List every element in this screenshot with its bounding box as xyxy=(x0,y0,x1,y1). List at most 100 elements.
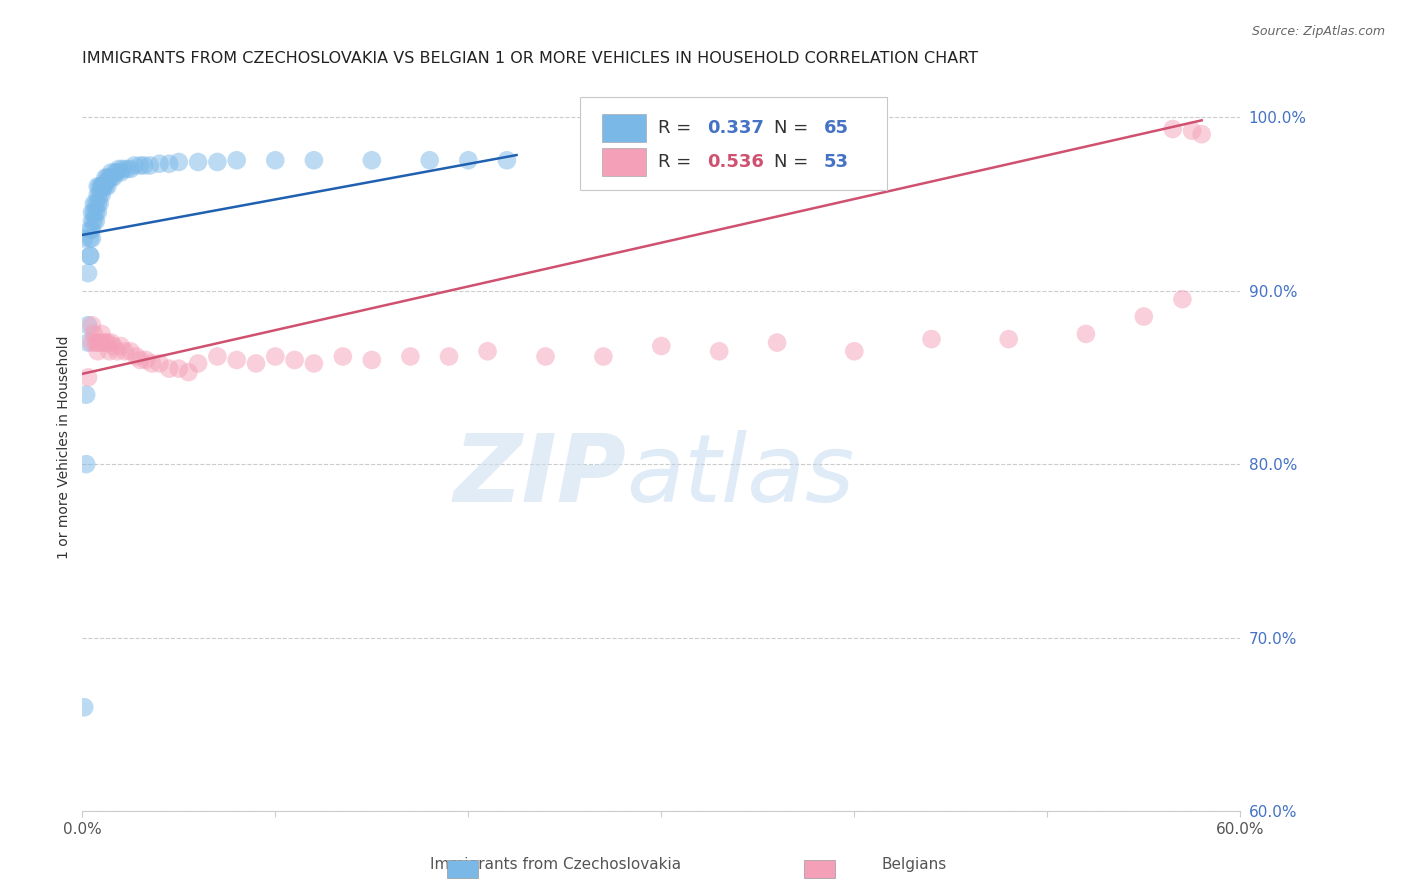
Point xyxy=(101,339,124,353)
Point xyxy=(93,179,115,194)
Point xyxy=(104,165,127,179)
Point xyxy=(87,179,110,194)
Point xyxy=(100,335,122,350)
Text: 0.337: 0.337 xyxy=(707,119,765,137)
FancyBboxPatch shape xyxy=(602,148,647,177)
Text: Immigrants from Czechoslovakia: Immigrants from Czechoslovakia xyxy=(430,857,681,872)
Text: atlas: atlas xyxy=(627,431,855,522)
Point xyxy=(98,170,121,185)
Point xyxy=(132,159,155,173)
Point xyxy=(225,353,247,368)
Point xyxy=(93,179,115,194)
Point xyxy=(87,188,110,202)
Y-axis label: 1 or more Vehicles in Household: 1 or more Vehicles in Household xyxy=(58,335,72,558)
Point xyxy=(73,231,96,245)
Point xyxy=(120,161,142,176)
Point xyxy=(84,196,107,211)
Point xyxy=(80,318,103,333)
Point xyxy=(125,350,148,364)
Point xyxy=(245,356,267,370)
Point xyxy=(94,179,117,194)
Point xyxy=(87,335,110,350)
Point xyxy=(77,370,100,384)
Point xyxy=(84,205,107,219)
Point xyxy=(100,170,122,185)
Point xyxy=(89,335,111,350)
Point xyxy=(83,205,105,219)
Point xyxy=(87,205,110,219)
Point xyxy=(83,196,105,211)
Point xyxy=(360,353,382,368)
Point xyxy=(419,153,441,168)
Point xyxy=(77,335,100,350)
Point xyxy=(477,344,499,359)
Point xyxy=(207,350,229,364)
Point xyxy=(89,179,111,194)
Point xyxy=(98,344,121,359)
Point xyxy=(360,153,382,168)
Point xyxy=(114,344,136,359)
Text: Source: ZipAtlas.com: Source: ZipAtlas.com xyxy=(1251,25,1385,38)
Point xyxy=(650,339,672,353)
Point xyxy=(1074,326,1097,341)
Point xyxy=(399,350,422,364)
Point xyxy=(89,188,111,202)
Point xyxy=(80,223,103,237)
Point xyxy=(87,344,110,359)
Point xyxy=(94,170,117,185)
Point xyxy=(105,344,128,359)
Point xyxy=(90,188,112,202)
Point xyxy=(80,205,103,219)
Text: 65: 65 xyxy=(824,119,848,137)
Point xyxy=(187,155,209,169)
FancyBboxPatch shape xyxy=(602,114,647,142)
Point xyxy=(177,365,200,379)
Point xyxy=(87,196,110,211)
Point xyxy=(79,249,101,263)
Point xyxy=(332,350,354,364)
Point xyxy=(89,196,111,211)
Point xyxy=(90,326,112,341)
Point xyxy=(1171,292,1194,306)
Point xyxy=(80,214,103,228)
Point xyxy=(167,155,190,169)
Point xyxy=(997,332,1019,346)
Point xyxy=(111,161,134,176)
Point xyxy=(1191,127,1213,141)
Point xyxy=(75,387,97,401)
Point xyxy=(844,344,866,359)
Point xyxy=(496,153,519,168)
Point xyxy=(148,356,170,370)
Point xyxy=(100,165,122,179)
Text: 0.536: 0.536 xyxy=(707,153,765,171)
Point xyxy=(264,153,287,168)
Point xyxy=(94,176,117,190)
Point xyxy=(167,361,190,376)
Point xyxy=(94,335,117,350)
Point xyxy=(592,350,614,364)
Text: N =: N = xyxy=(773,153,814,171)
Point xyxy=(110,165,132,179)
Point xyxy=(124,159,146,173)
Point xyxy=(77,318,100,333)
Point xyxy=(225,153,247,168)
Point xyxy=(302,153,325,168)
Point xyxy=(105,165,128,179)
Point xyxy=(90,179,112,194)
Point xyxy=(110,339,132,353)
Point xyxy=(101,170,124,185)
Point xyxy=(79,231,101,245)
Point xyxy=(135,353,157,368)
Point xyxy=(709,344,731,359)
Point xyxy=(284,353,307,368)
Point xyxy=(157,361,180,376)
Point xyxy=(141,356,163,370)
Text: 53: 53 xyxy=(824,153,848,171)
Point xyxy=(187,356,209,370)
Point xyxy=(90,179,112,194)
Point xyxy=(83,326,105,341)
Point xyxy=(84,214,107,228)
Point xyxy=(96,179,118,194)
Text: N =: N = xyxy=(773,119,814,137)
Point xyxy=(1161,122,1184,136)
